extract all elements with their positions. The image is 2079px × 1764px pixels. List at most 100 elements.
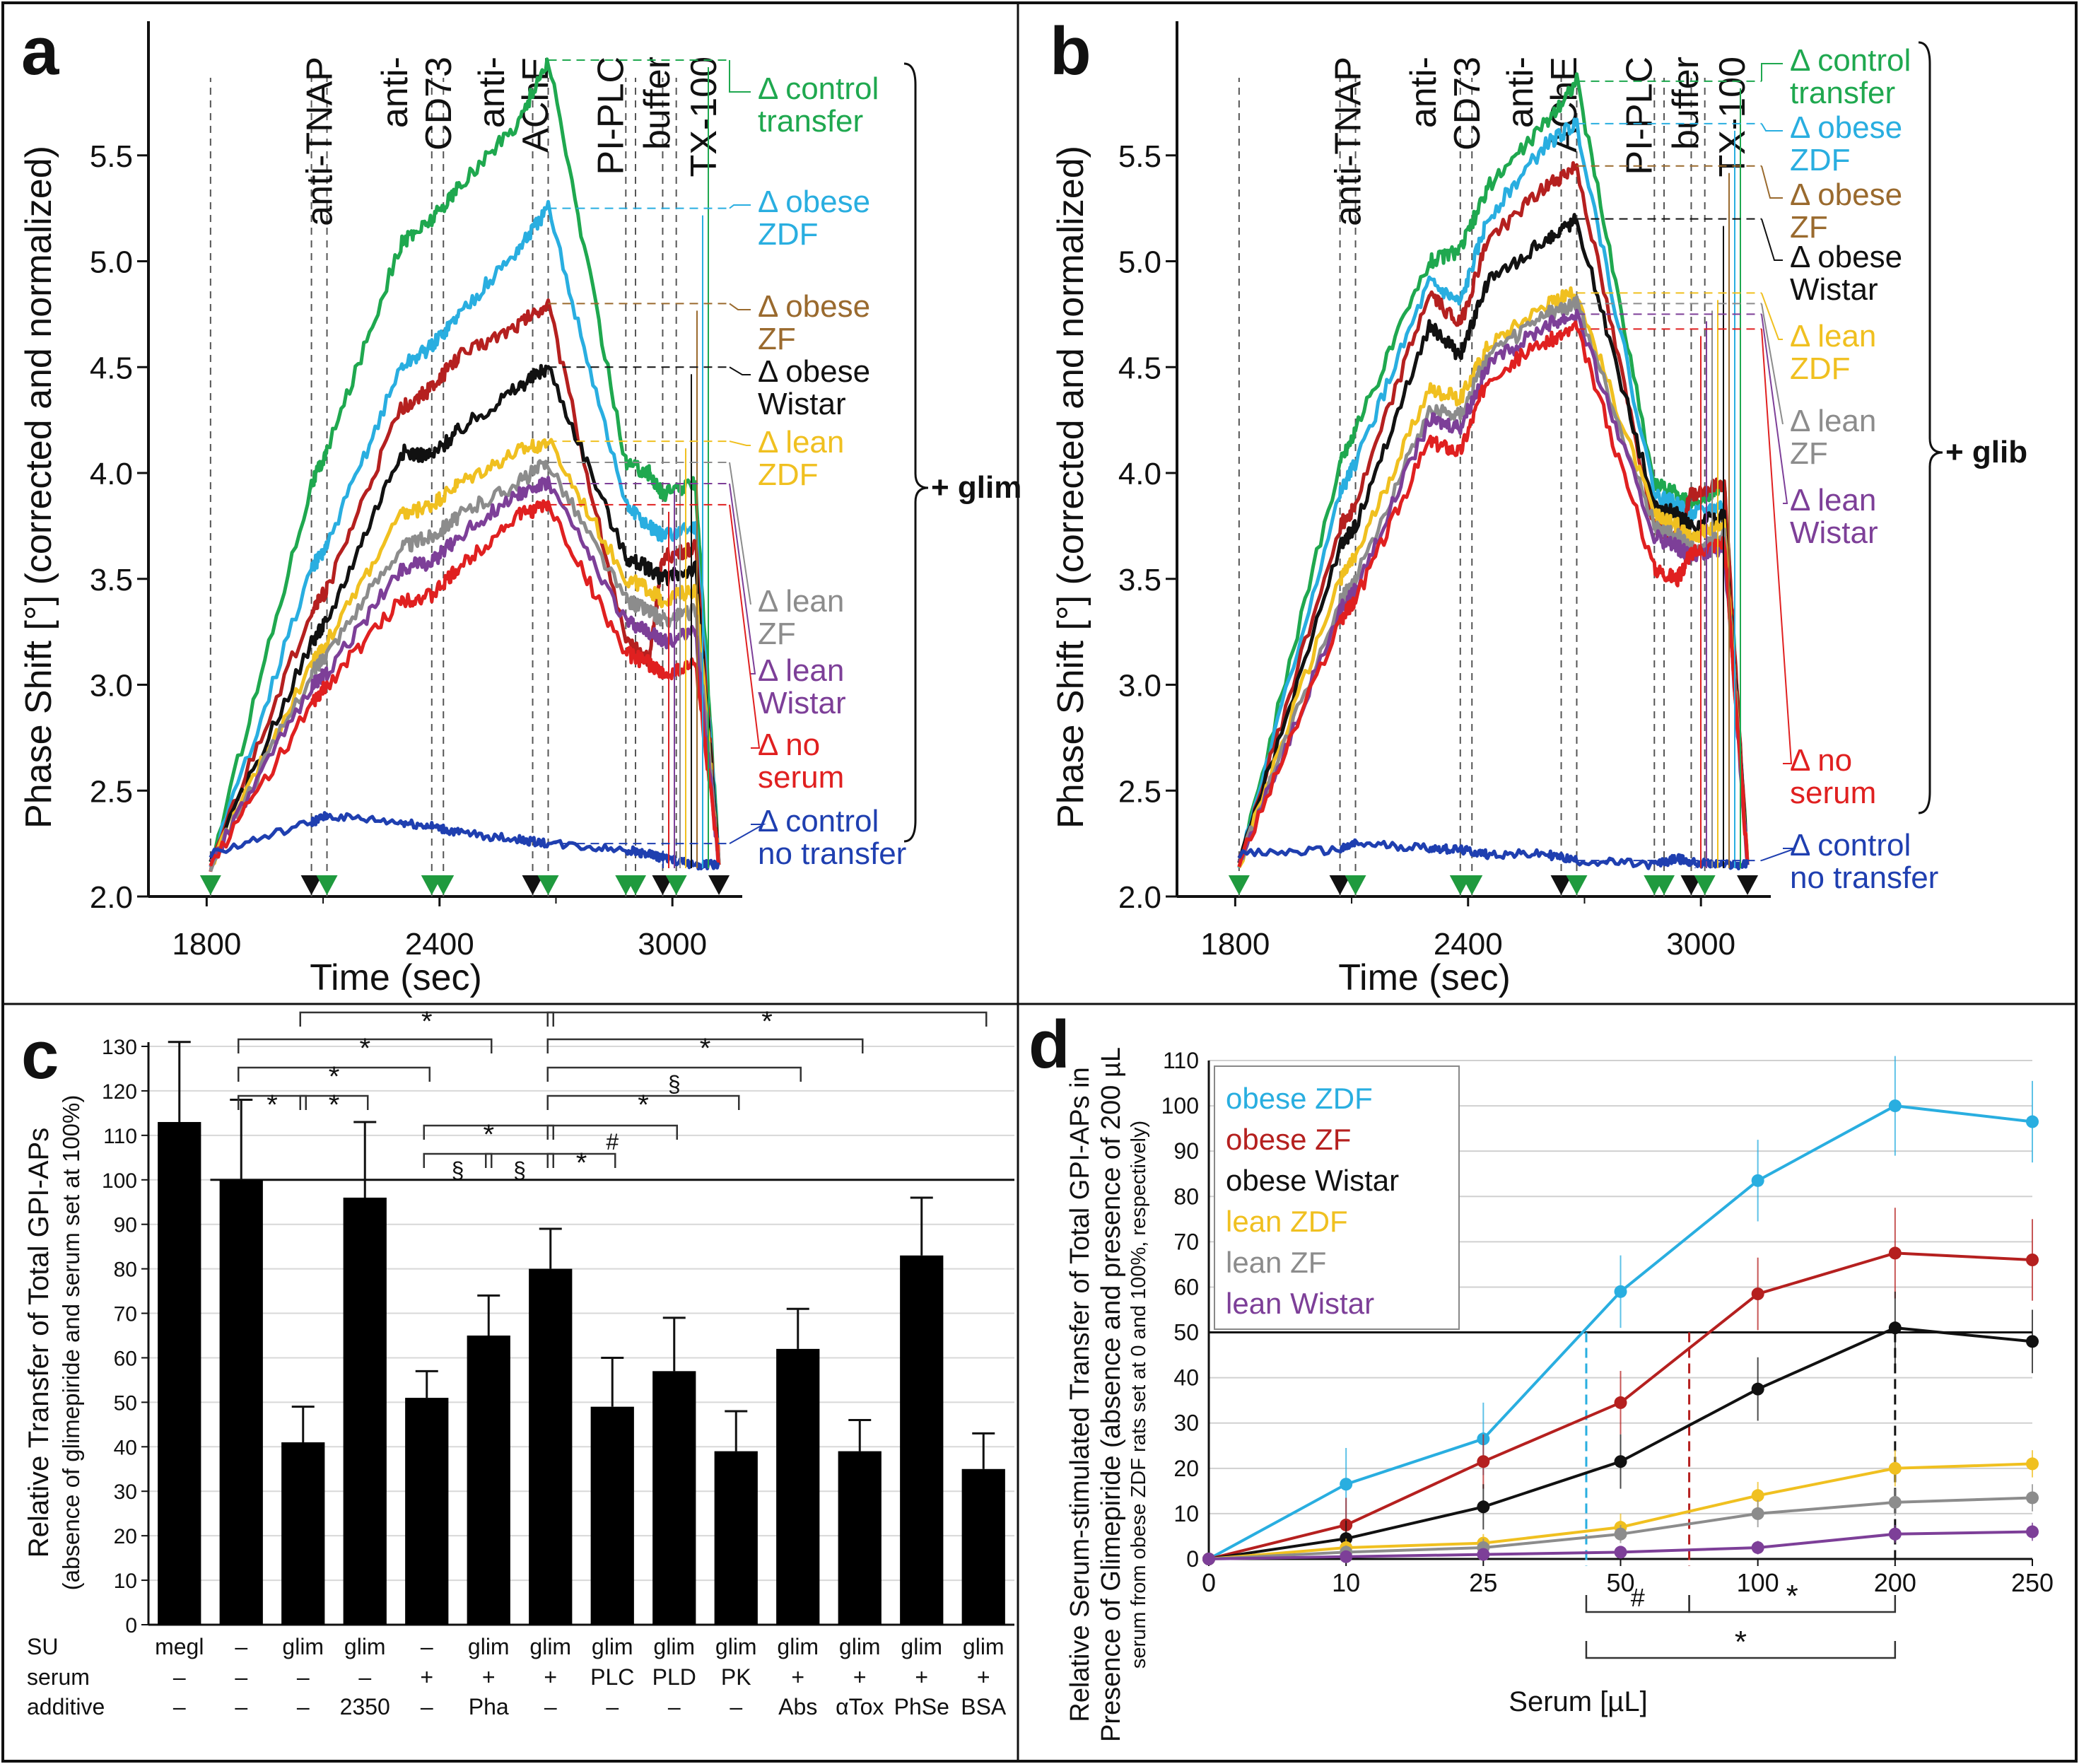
category-label: glim	[901, 1634, 942, 1659]
series-label-obese_Wistar: Wistar	[758, 387, 846, 421]
series-label-obese_ZF: Δ obese	[1790, 177, 1902, 212]
data-point	[2026, 1491, 2039, 1505]
series-label-no_serum: Δ no	[1790, 743, 1852, 778]
y-axis-title: Relative Serum-stimulated Transfer of To…	[1065, 1067, 1095, 1722]
y-axis-title: serum from obese ZDF rats set at 0 and 1…	[1128, 1121, 1150, 1669]
injection-marker	[1329, 875, 1351, 895]
category-label: –	[173, 1694, 186, 1719]
y-tick-label: 60	[114, 1347, 137, 1370]
category-label: –	[544, 1694, 557, 1719]
series-line-obese_ZF	[1237, 160, 1750, 865]
y-axis-title: Presence of Glimepiride (absence and pre…	[1096, 1047, 1126, 1742]
series-label-lean_Wistar: Δ lean	[1790, 483, 1876, 518]
significance-marker: §	[452, 1157, 464, 1183]
category-label: megl	[155, 1634, 204, 1659]
category-label: glim	[468, 1634, 510, 1659]
category-label: glim	[529, 1634, 571, 1659]
y-tick-label: 110	[103, 1125, 137, 1148]
category-label: –	[606, 1694, 619, 1719]
injection-marker	[199, 875, 221, 895]
series-label-control_no_transfer: no transfer	[1790, 860, 1938, 895]
category-label: +	[915, 1664, 928, 1690]
significance-bracket	[423, 1152, 493, 1168]
y-tick-label: 2.5	[1118, 774, 1161, 809]
y-axis-title: Relative Transfer of Total GPI-APs	[23, 1128, 54, 1558]
panel-letter: b	[1050, 13, 1091, 89]
label-connector	[729, 366, 751, 375]
bar	[405, 1398, 449, 1625]
label-connector	[729, 483, 756, 674]
series-label-lean_ZF: Δ lean	[758, 584, 844, 619]
label-connector	[1761, 303, 1784, 425]
category-label: BSA	[961, 1694, 1007, 1719]
label-connector	[1761, 123, 1783, 132]
panel-d: d 0 10 20 30 40 50 60 70 80 90 100 110 0 10 25 50 100 200 2…	[1029, 1007, 2054, 1742]
y-tick-label: 20	[114, 1525, 137, 1548]
label-connector	[729, 504, 761, 749]
data-point	[1888, 1461, 1902, 1475]
x-tick-label: 2400	[1434, 927, 1503, 962]
y-tick-label: 80	[1173, 1184, 1199, 1209]
y-tick-label: 5.5	[1118, 139, 1161, 174]
category-label: –	[421, 1694, 433, 1719]
significance-bracket	[485, 1152, 554, 1168]
category-label: –	[235, 1634, 247, 1659]
data-point	[1888, 1099, 1902, 1113]
treatment-label: TX-100	[684, 57, 725, 177]
category-label: +	[853, 1664, 867, 1690]
bar	[219, 1179, 263, 1625]
y-tick-label: 130	[102, 1036, 137, 1059]
category-label: –	[421, 1634, 433, 1659]
series-line-lean_Wistar	[209, 476, 721, 866]
legend-box	[1214, 1065, 1460, 1330]
injection-marker	[522, 875, 544, 895]
series-label-control_transfer: transfer	[1790, 76, 1895, 110]
category-label: –	[358, 1664, 371, 1690]
treatment-label: PI-PLC	[590, 57, 631, 175]
series-label-no_serum: serum	[758, 760, 844, 795]
y-axis-title: Phase Shift [°] (corrected and normalize…	[18, 146, 59, 829]
panel-letter: a	[21, 13, 59, 89]
significance-marker: *	[267, 1090, 278, 1121]
data-point	[1751, 1174, 1764, 1187]
significance-marker: *	[761, 1006, 773, 1037]
bar	[776, 1348, 820, 1625]
data-point	[2026, 1457, 2039, 1471]
category-label: +	[544, 1664, 557, 1690]
y-tick-label: 5.0	[1118, 245, 1161, 280]
label-connector	[729, 204, 751, 209]
legend-entry-lean_ZDF: lean ZDF	[1226, 1205, 1348, 1238]
significance-bracket	[546, 1094, 740, 1110]
data-point	[1202, 1553, 1215, 1565]
y-tick-label: 100	[1161, 1093, 1199, 1118]
category-label: –	[668, 1694, 681, 1719]
data-point	[2026, 1115, 2039, 1128]
significance-marker: #	[606, 1129, 619, 1155]
panel-c: c 0 10 20 30 40 50 60 70 80 90 100 110 120 130 Relative…	[21, 1006, 1014, 1719]
bar	[838, 1451, 882, 1625]
label-connector	[729, 824, 766, 844]
data-point	[1751, 1287, 1764, 1301]
bar	[961, 1468, 1005, 1625]
significance-bracket	[1585, 1641, 1897, 1659]
injection-marker	[300, 875, 322, 895]
injection-marker	[1228, 875, 1250, 895]
y-tick-label: 0	[1186, 1546, 1199, 1572]
series-label-lean_Wistar: Δ lean	[758, 653, 844, 688]
category-label: –	[730, 1694, 742, 1719]
series-label-control_no_transfer: Δ control	[758, 804, 879, 839]
x-tick-label: 25	[1469, 1568, 1497, 1597]
significance-marker: *	[483, 1119, 494, 1150]
series-line-lean_ZF	[1238, 295, 1750, 865]
data-point	[1477, 1500, 1490, 1514]
data-point	[2026, 1525, 2039, 1538]
x-tick-label: 3000	[1666, 927, 1735, 962]
significance-bracket	[423, 1124, 554, 1140]
label-connector	[1761, 165, 1783, 199]
significance-bracket	[546, 1152, 616, 1168]
category-label: glim	[592, 1634, 633, 1659]
series-line-control_no_transfer	[1237, 838, 1750, 871]
series-label-control_transfer: Δ control	[1790, 43, 1911, 78]
series-label-lean_ZF: ZF	[1790, 436, 1828, 471]
category-label: PK	[721, 1664, 751, 1690]
